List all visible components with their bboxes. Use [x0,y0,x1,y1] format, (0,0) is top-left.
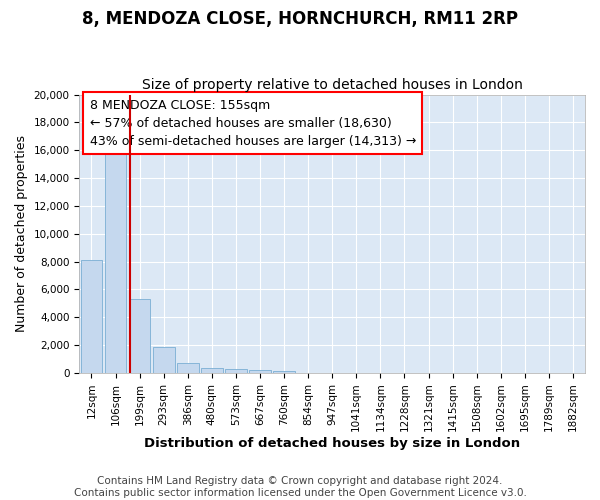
Bar [80,260,102,373]
Bar [273,370,295,373]
Text: 8 MENDOZA CLOSE: 155sqm
← 57% of detached houses are smaller (18,630)
43% of sem: 8 MENDOZA CLOSE: 155sqm ← 57% of detache… [89,98,416,148]
Text: Contains HM Land Registry data © Crown copyright and database right 2024.
Contai: Contains HM Land Registry data © Crown c… [74,476,526,498]
Bar [104,142,127,373]
Bar [153,347,175,373]
Bar [225,369,247,373]
Bar [129,299,151,373]
Title: Size of property relative to detached houses in London: Size of property relative to detached ho… [142,78,523,92]
Bar [249,370,271,373]
X-axis label: Distribution of detached houses by size in London: Distribution of detached houses by size … [144,437,520,450]
Text: 8, MENDOZA CLOSE, HORNCHURCH, RM11 2RP: 8, MENDOZA CLOSE, HORNCHURCH, RM11 2RP [82,10,518,28]
Y-axis label: Number of detached properties: Number of detached properties [15,136,28,332]
Bar [177,363,199,373]
Bar [201,368,223,373]
